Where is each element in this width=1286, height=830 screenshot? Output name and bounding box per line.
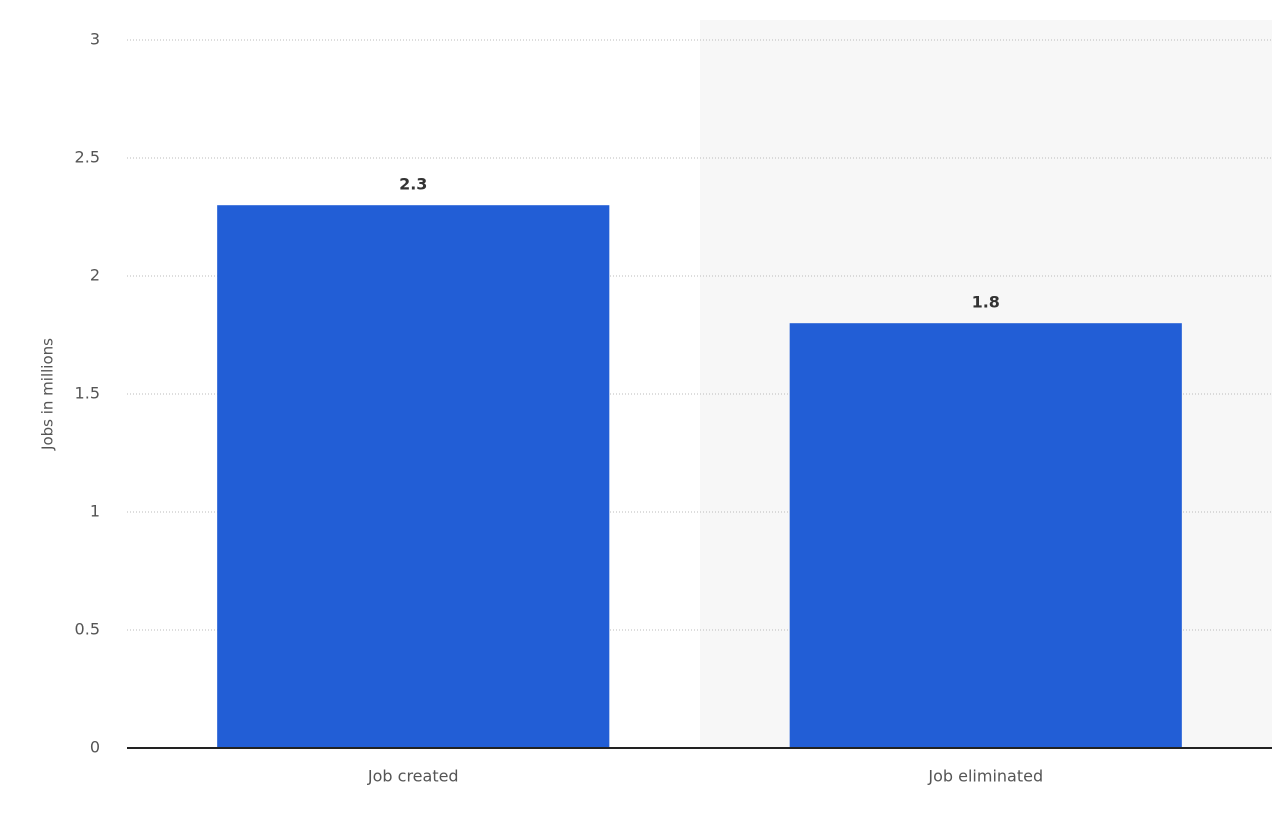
value-label: 2.3 bbox=[399, 175, 427, 194]
value-label: 1.8 bbox=[972, 293, 1000, 312]
y-tick-label: 2 bbox=[90, 266, 100, 285]
y-tick-label: 2.5 bbox=[75, 148, 100, 167]
y-tick-label: 1 bbox=[90, 502, 100, 521]
y-tick-label: 1.5 bbox=[75, 384, 100, 403]
x-tick-label: Job created bbox=[367, 767, 459, 786]
y-axis-label: Jobs in millions bbox=[39, 338, 57, 451]
bar bbox=[789, 323, 1182, 748]
y-tick-label: 3 bbox=[90, 30, 100, 49]
bar bbox=[217, 205, 610, 748]
x-tick-label: Job eliminated bbox=[927, 767, 1043, 786]
y-tick-label: 0.5 bbox=[75, 620, 100, 639]
y-tick-label: 0 bbox=[90, 738, 100, 757]
